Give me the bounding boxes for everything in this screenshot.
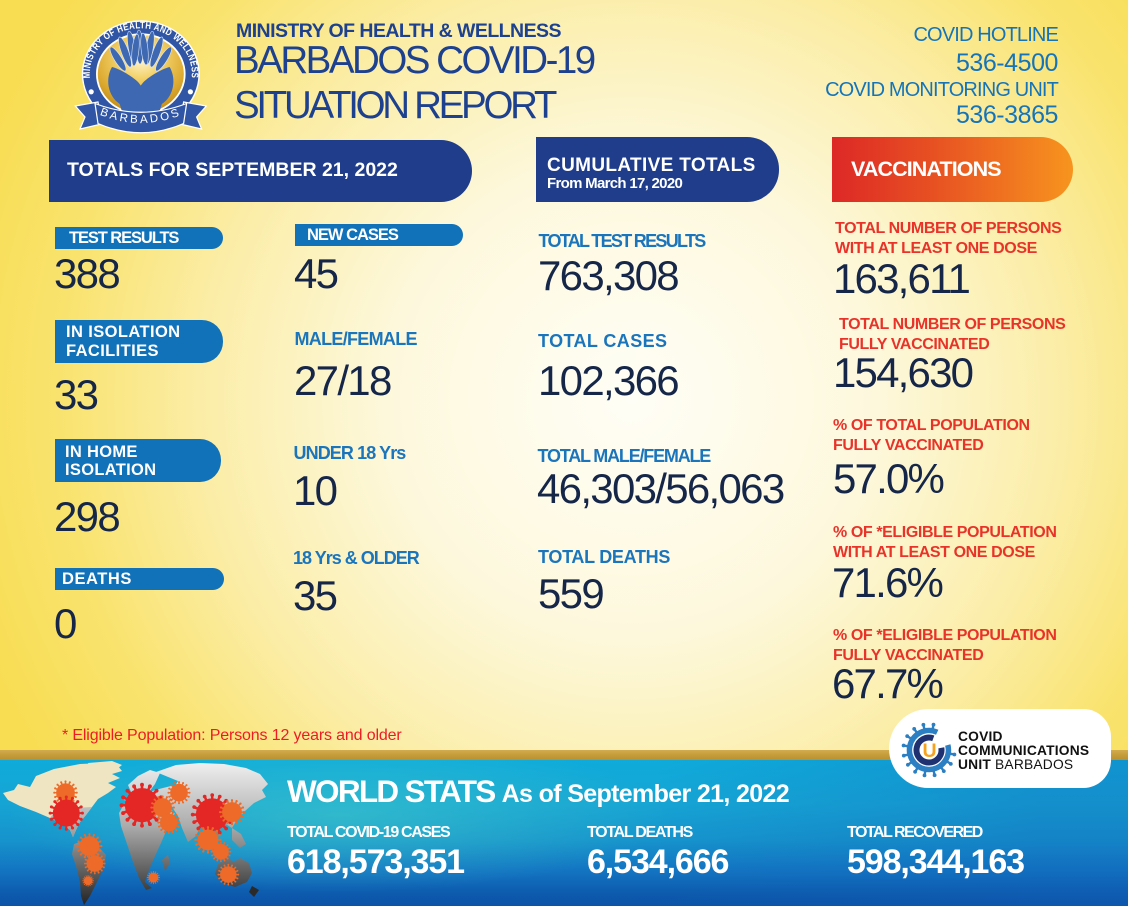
svg-text:U: U [922, 740, 936, 762]
